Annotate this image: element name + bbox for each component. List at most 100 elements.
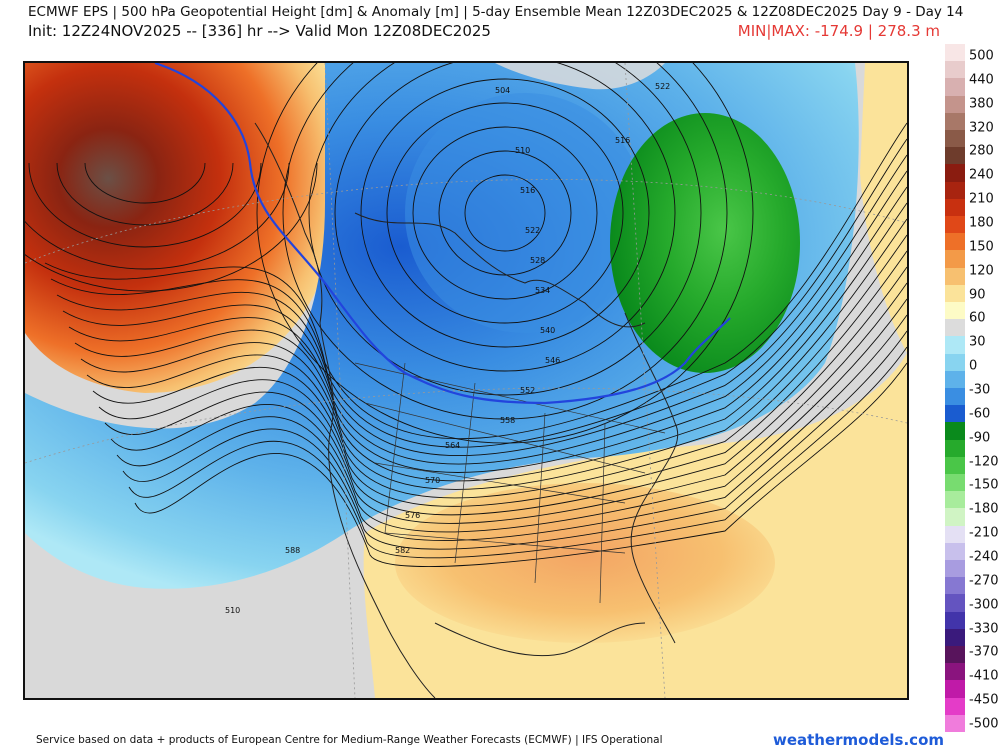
colorbar-cell [945, 319, 965, 337]
colorbar-cell [945, 44, 965, 62]
northern-gray-band [495, 63, 665, 90]
contour-label: 570 [425, 476, 440, 485]
height-contour [412, 126, 598, 300]
contour-label: 546 [545, 356, 560, 365]
colorbar-cell [945, 95, 965, 114]
reference-height-line [154, 63, 731, 405]
colorbar-label: -450 [969, 692, 999, 708]
colorbar-cell [945, 164, 965, 183]
contour-label: 588 [285, 546, 300, 555]
colorbar-cell [945, 181, 965, 200]
colorbar-label: -270 [969, 573, 999, 589]
colorbar-label: -410 [969, 668, 999, 684]
colorbar-cell [945, 370, 965, 389]
colorbar-label: 210 [969, 191, 994, 207]
colorbar-label: -90 [969, 430, 991, 446]
init-valid-line: Init: 12Z24NOV2025 -- [336] hr --> Valid… [28, 22, 491, 40]
contour-label: 516 [615, 136, 630, 145]
colorbar-label: -240 [969, 549, 999, 565]
contour-label: 516 [520, 186, 535, 195]
colorbar-label: 0 [969, 358, 978, 374]
height-contour [98, 266, 907, 516]
colorbar-cell [945, 628, 965, 647]
colorbar-cell [945, 353, 965, 372]
colorbar-label: 500 [969, 48, 994, 64]
lat-lon-grid [25, 63, 907, 698]
colorbar-cell [945, 525, 965, 544]
colorbar-cell [945, 78, 965, 97]
colorbar-cell [945, 560, 965, 578]
colorbar-cell [945, 284, 965, 303]
colorbar-label: -60 [969, 406, 991, 422]
colorbar-cell [945, 198, 965, 217]
contour-label: 510 [515, 146, 530, 155]
chart-title: ECMWF EPS | 500 hPa Geopotential Height … [28, 4, 964, 20]
height-contours [25, 63, 907, 567]
height-contour [360, 78, 650, 348]
colorbar-cell [945, 250, 965, 269]
height-contour [282, 63, 728, 420]
colorbar-label: 150 [969, 239, 994, 255]
colorbar-label: 440 [969, 72, 994, 88]
colorbar-cell [945, 422, 965, 441]
height-contour [44, 122, 907, 440]
height-contour [28, 162, 262, 248]
colorbar-label: 320 [969, 120, 994, 136]
contour-label: 510 [225, 606, 240, 615]
height-contour [438, 150, 572, 276]
contour-label: 540 [540, 326, 555, 335]
height-contour [56, 154, 907, 457]
colorbar-label: -180 [969, 501, 999, 517]
colorbar-cell [945, 130, 965, 148]
colorbar-cell [945, 336, 965, 355]
colorbar-label: 60 [969, 310, 986, 326]
colorbar-cell [945, 147, 965, 165]
contour-label: 522 [655, 82, 670, 91]
min-max-readout: MIN|MAX: -174.9 | 278.3 m [737, 22, 940, 40]
height-contour [110, 298, 907, 533]
colorbar-label: 120 [969, 263, 994, 279]
colorbar-cell [945, 611, 965, 630]
colorbar-cell [945, 542, 965, 561]
colorbar-cell [945, 663, 965, 681]
height-contour [128, 346, 907, 559]
colorbar-label: -300 [969, 597, 999, 613]
height-contour [80, 218, 907, 490]
western-atlantic-ridge [860, 63, 907, 353]
height-contour [92, 250, 907, 507]
height-contour [464, 174, 546, 252]
colorbar-label: -210 [969, 525, 999, 541]
colorbar-cell [945, 216, 965, 234]
contour-label: 522 [525, 226, 540, 235]
colorbar-cell [945, 302, 965, 320]
height-contour [334, 63, 676, 372]
colorbar-label: 180 [969, 215, 994, 231]
brand-link[interactable]: weathermodels.com [772, 731, 944, 749]
height-contour [104, 282, 907, 524]
colorbar-label: -370 [969, 644, 999, 660]
colorbar-cell [945, 405, 965, 423]
contour-label: 564 [445, 441, 460, 450]
colorbar-cell [945, 646, 965, 664]
colorbar-cell [945, 61, 965, 79]
attribution: Service based on data + products of Euro… [36, 734, 663, 746]
colorbar-cell [945, 594, 965, 613]
height-contour [122, 330, 907, 550]
colorbar-cell [945, 267, 965, 286]
map-canvas: 504 510 516 522 528 534 540 546 552 558 564 570 576 5… [25, 63, 907, 698]
colorbar-cell [945, 697, 965, 716]
map-panel: 504 510 516 522 528 534 540 546 552 558 564 570 576 5… [23, 61, 909, 700]
height-contour [62, 170, 907, 465]
colorbar-label: 280 [969, 143, 994, 159]
height-contour [86, 234, 907, 499]
colorbar-label: 240 [969, 167, 994, 183]
colorbar-cell [945, 388, 965, 406]
colorbar-cell [945, 456, 965, 475]
colorbar-cell [945, 439, 965, 458]
height-contour [25, 162, 318, 292]
contour-label: 582 [395, 546, 410, 555]
contour-labels: 504 510 516 522 528 534 540 546 552 558 564 570 576 5… [225, 82, 670, 615]
contour-label: 534 [535, 286, 550, 295]
height-contour [386, 102, 624, 324]
colorbar-label: -30 [969, 382, 991, 398]
